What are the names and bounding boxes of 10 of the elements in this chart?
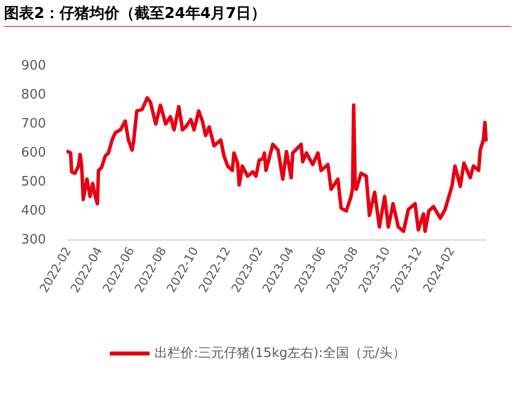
y-tick-label: 700 [21,116,46,132]
y-tick-label: 300 [21,232,46,248]
y-tick-label: 900 [21,58,46,74]
y-tick-label: 400 [21,204,46,218]
legend-label: 出栏价:三元仔猪(15kg左右):全国（元/头） [154,346,406,361]
line-series [66,96,488,234]
y-tick-label: 600 [21,146,46,160]
chart-title: 图表2：仔猪均价（截至24年4月7日） [4,4,511,27]
y-tick-label: 500 [21,174,46,190]
y-tick-label: 800 [21,88,46,102]
